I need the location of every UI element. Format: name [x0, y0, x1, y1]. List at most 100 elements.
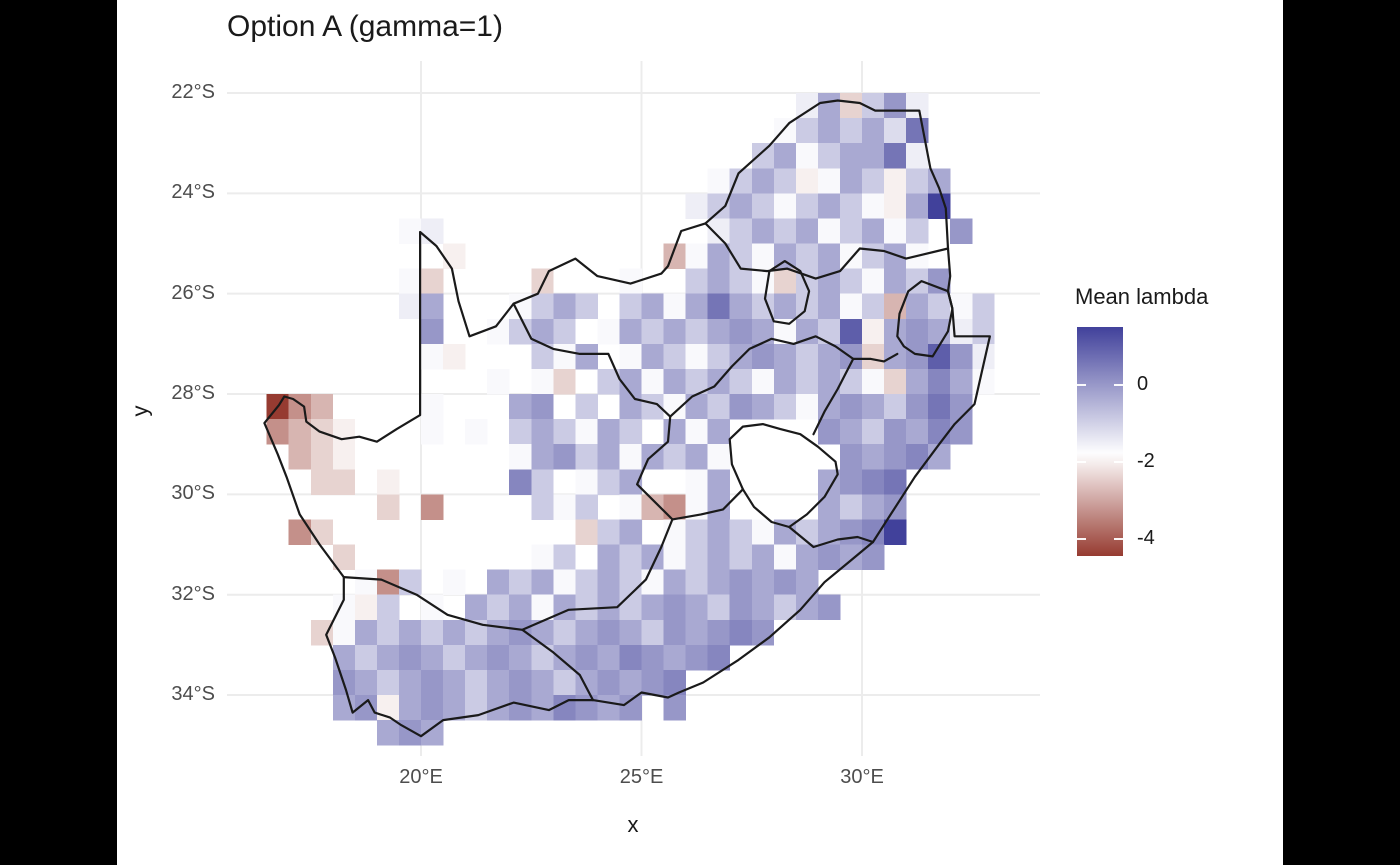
- raster-cell: [443, 670, 466, 696]
- raster-cell: [575, 619, 598, 646]
- raster-cell: [840, 143, 863, 169]
- raster-cell: [443, 619, 466, 646]
- raster-cell: [421, 343, 444, 370]
- raster-cell: [421, 293, 444, 320]
- raster-cell: [398, 695, 422, 721]
- raster-cell: [509, 293, 532, 320]
- raster-cell: [443, 695, 466, 721]
- raster-cell: [751, 569, 775, 596]
- raster-cell: [288, 519, 312, 545]
- legend-tick-mark: [1114, 537, 1123, 540]
- raster-cell: [795, 193, 819, 219]
- raster-cell: [531, 569, 554, 596]
- raster-cell: [531, 644, 554, 671]
- raster-cell: [685, 343, 708, 370]
- raster-cell: [531, 594, 554, 621]
- raster-cell: [641, 293, 664, 320]
- raster-cell: [553, 368, 576, 395]
- raster-cell: [663, 394, 686, 420]
- raster-cell: [663, 644, 686, 671]
- legend-tick-label: -2: [1137, 449, 1155, 472]
- raster-cell: [443, 343, 466, 370]
- raster-cell: [773, 544, 797, 570]
- raster-cell: [906, 193, 929, 219]
- raster-cell: [884, 268, 907, 295]
- raster-cell: [641, 368, 664, 395]
- raster-cell: [443, 644, 466, 671]
- raster-cell: [376, 720, 400, 746]
- raster-cell: [354, 619, 378, 646]
- province-border: [671, 488, 744, 521]
- raster-cell: [509, 394, 532, 420]
- raster-cell: [619, 394, 642, 420]
- raster-cell: [840, 243, 863, 269]
- raster-cell: [862, 243, 885, 269]
- raster-cell: [795, 143, 819, 169]
- raster-cell: [509, 318, 532, 345]
- raster-cell: [972, 343, 995, 370]
- raster-cell: [354, 695, 378, 721]
- raster-cell: [553, 444, 576, 470]
- raster-cell: [597, 419, 620, 445]
- raster-cell: [332, 444, 356, 470]
- raster-cell: [840, 293, 863, 320]
- raster-cell: [862, 93, 885, 119]
- raster-cell: [487, 318, 510, 345]
- raster-cell: [332, 644, 356, 671]
- raster-cell: [597, 569, 620, 596]
- raster-cell: [619, 318, 642, 345]
- raster-cell: [795, 569, 819, 596]
- raster-cell: [928, 444, 951, 470]
- raster-cell: [817, 268, 841, 295]
- raster-cell: [575, 293, 598, 320]
- legend-tick-mark: [1077, 460, 1086, 463]
- raster-cell: [685, 469, 708, 495]
- raster-cell: [817, 494, 841, 520]
- raster-cell: [663, 544, 686, 570]
- raster-cell: [751, 218, 775, 244]
- raster-cell: [597, 318, 620, 345]
- raster-cell: [421, 268, 444, 295]
- y-tick-label: 26°S: [171, 281, 215, 304]
- raster-cell: [509, 644, 532, 671]
- raster-cell: [817, 143, 841, 169]
- raster-cell: [421, 670, 444, 696]
- raster-cell: [487, 594, 510, 621]
- raster-cell: [795, 118, 819, 144]
- raster-cell: [641, 394, 664, 420]
- raster-cell: [310, 394, 334, 420]
- raster-cell: [862, 268, 885, 295]
- raster-cell: [729, 569, 753, 596]
- raster-cell: [310, 444, 334, 470]
- legend-tick-mark: [1077, 537, 1086, 540]
- raster-cell: [928, 368, 951, 395]
- raster-cell: [465, 670, 488, 696]
- raster-cell: [619, 469, 642, 495]
- raster-cell: [663, 368, 686, 395]
- raster-cell: [729, 594, 753, 621]
- raster-cell: [906, 218, 929, 244]
- raster-cell: [619, 343, 642, 370]
- raster-cell: [707, 394, 731, 420]
- raster-cell: [729, 394, 753, 420]
- raster-cell: [487, 619, 510, 646]
- raster-cell: [862, 118, 885, 144]
- raster-cell: [641, 619, 664, 646]
- raster-cell: [310, 519, 334, 545]
- raster-cell: [707, 594, 731, 621]
- raster-cell: [950, 218, 973, 244]
- y-tick-label: 30°S: [171, 482, 215, 505]
- raster-cell: [773, 594, 797, 621]
- raster-cell: [663, 594, 686, 621]
- raster-cell: [795, 218, 819, 244]
- raster-cell: [773, 168, 797, 194]
- raster-cell: [641, 569, 664, 596]
- raster-cell: [575, 594, 598, 621]
- raster-cell: [751, 143, 775, 169]
- raster-cell: [685, 368, 708, 395]
- raster-cell: [817, 218, 841, 244]
- raster-cell: [354, 594, 378, 621]
- raster-cell: [773, 394, 797, 420]
- raster-cell: [884, 93, 907, 119]
- raster-cell: [509, 619, 532, 646]
